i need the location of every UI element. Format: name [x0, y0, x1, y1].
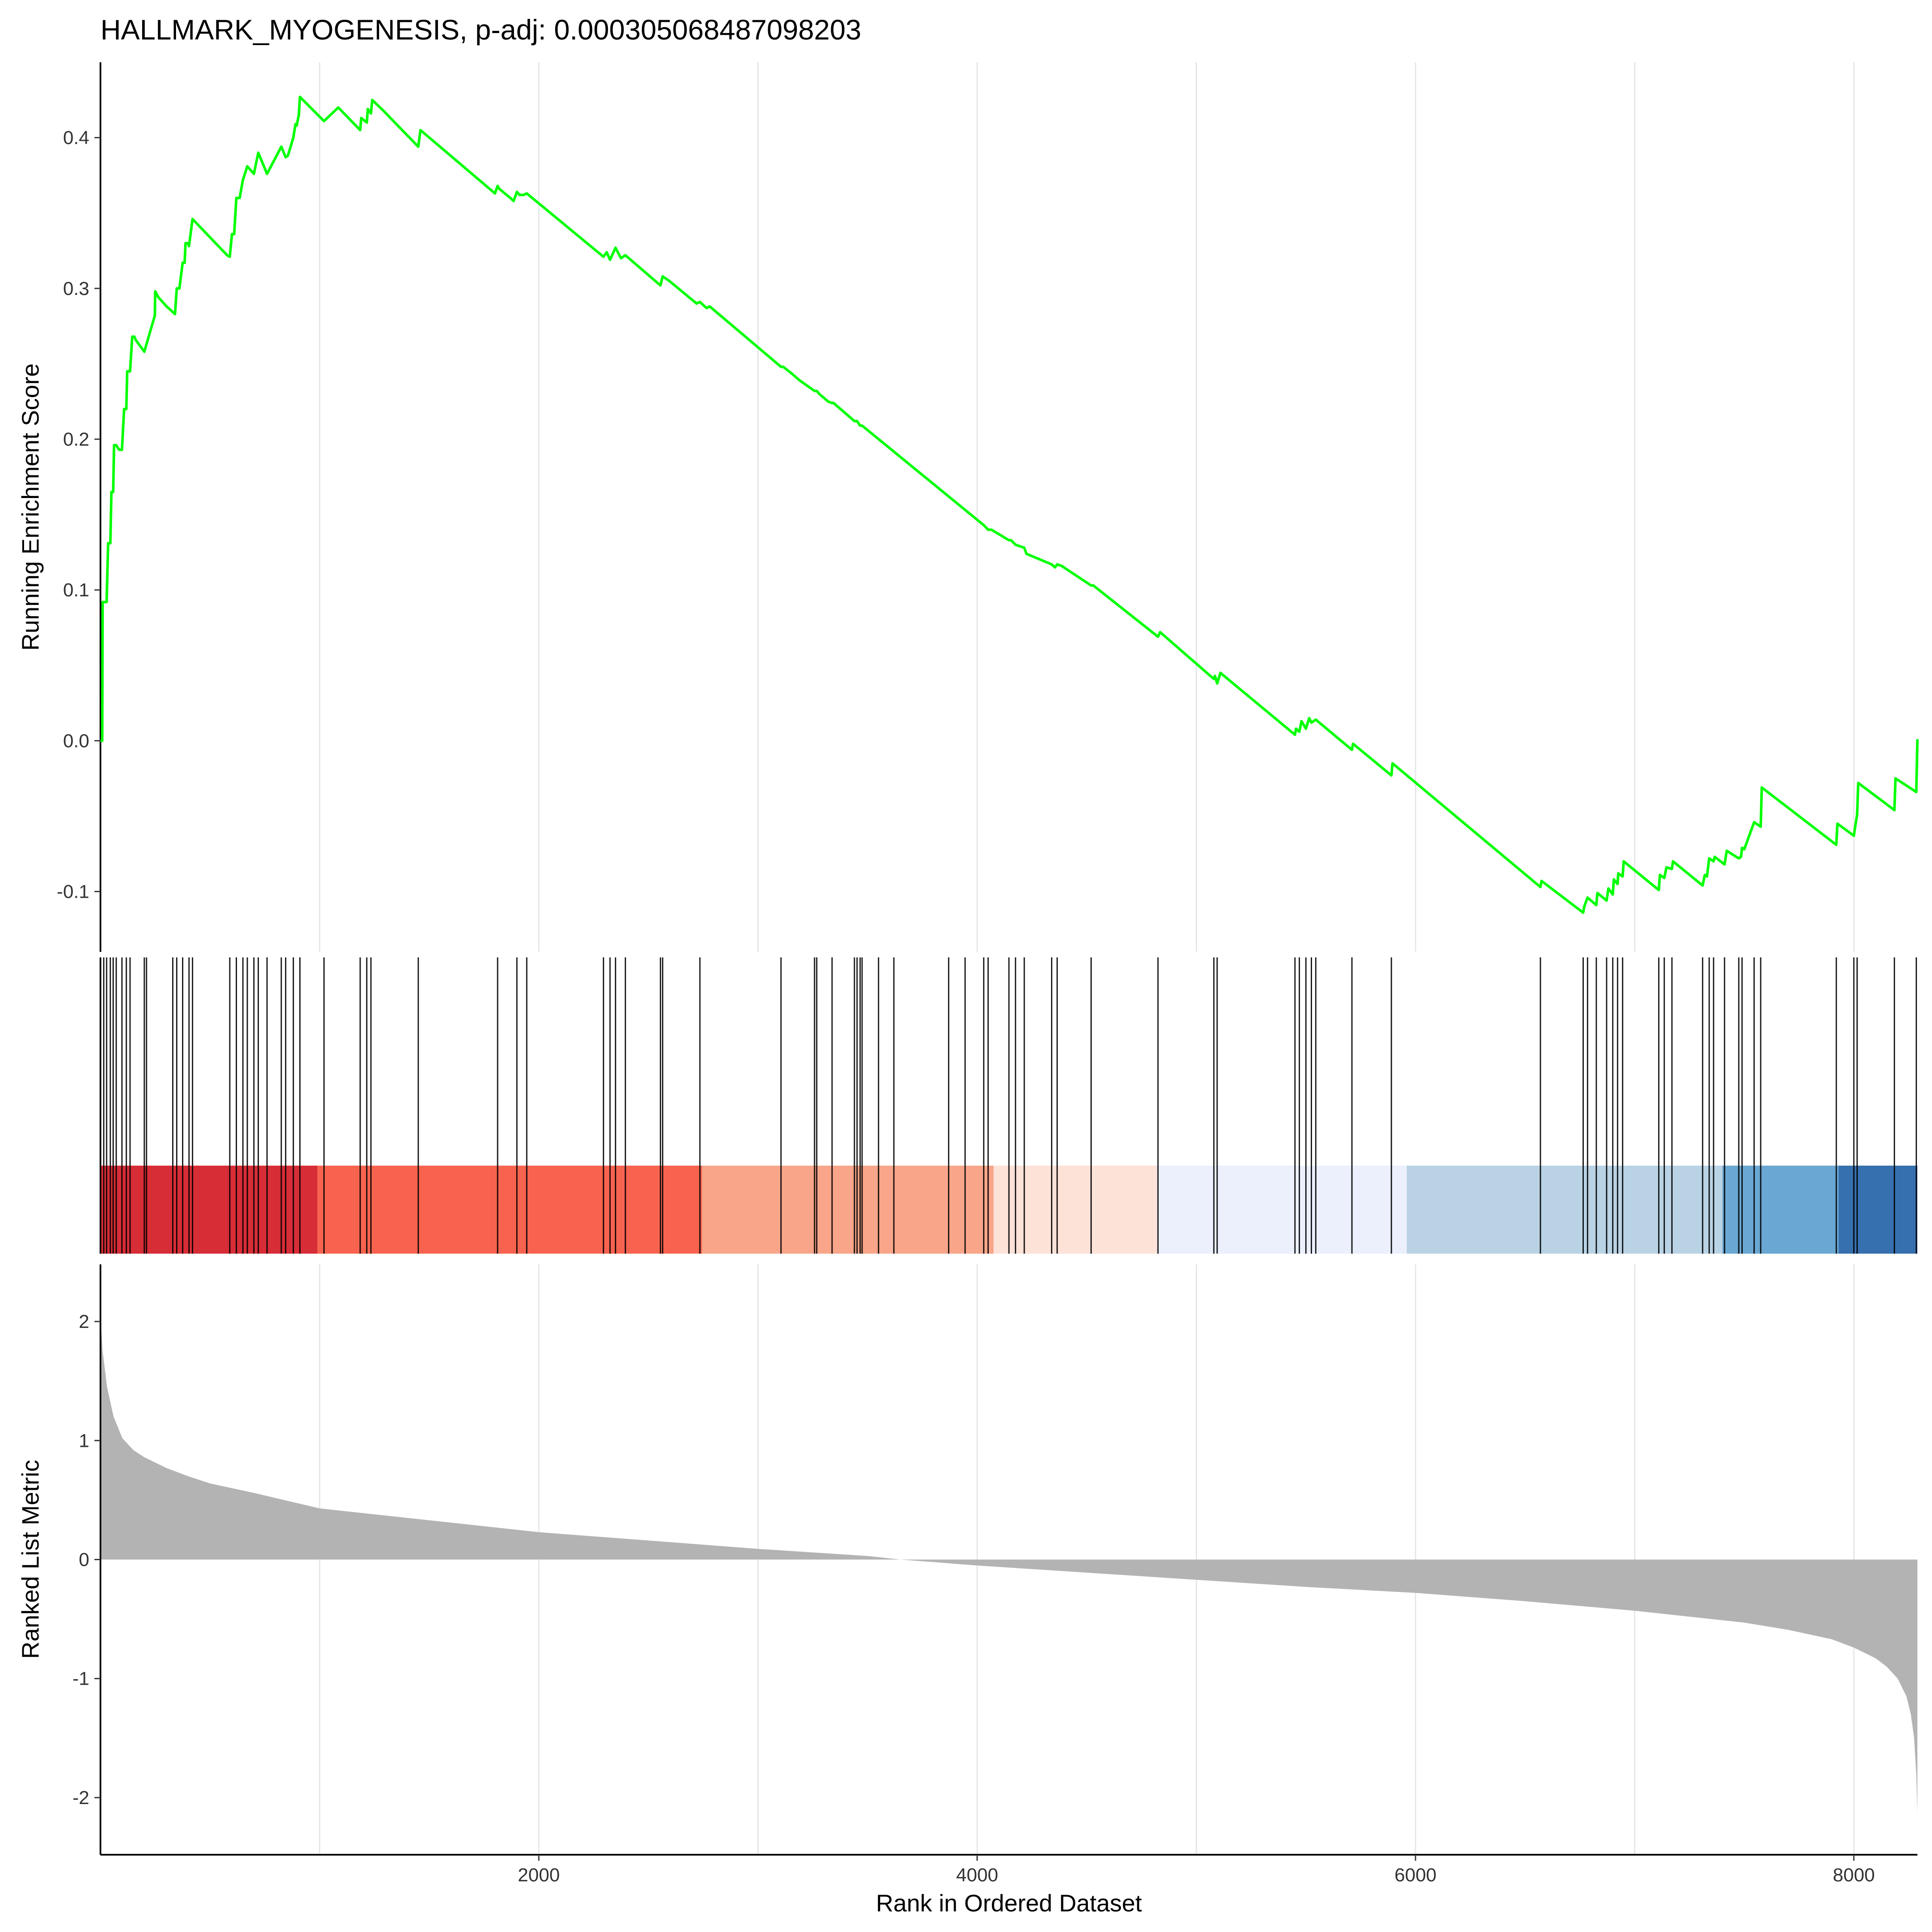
chart-title: HALLMARK_MYOGENESIS, p-adj: 0.0003050684…: [100, 14, 861, 46]
color-bar-segment: [993, 1166, 1157, 1254]
color-bar-segment: [1157, 1166, 1407, 1254]
y-tick-label: 0: [79, 1549, 89, 1571]
ranked-list-metric-area: [100, 1315, 1917, 1813]
color-bar-segment: [1838, 1166, 1917, 1254]
running-score-panel: -0.1 0.0 0.1 0.2 0.3 0.4 Running Enrichment S…: [17, 62, 1919, 952]
x-tick-label: 2000: [518, 1865, 560, 1886]
running-enrichment-score-line: [100, 95, 1919, 914]
y-tick-label: 2: [79, 1311, 89, 1332]
x-tick-label: 6000: [1394, 1865, 1437, 1886]
x-axis-label: Rank in Ordered Dataset: [876, 1889, 1142, 1917]
running-score-y-label: Running Enrichment Score: [17, 363, 44, 650]
color-bar-segment: [317, 1166, 702, 1254]
color-bar-segment: [1406, 1166, 1722, 1254]
rank-color-bar: [100, 1166, 1917, 1254]
ranked-metric-y-label: Ranked List Metric: [17, 1460, 44, 1659]
running-score-gridlines: [319, 62, 1855, 952]
gene-hit-panel: [100, 957, 1917, 1254]
y-tick-label: 0.0: [63, 730, 89, 751]
y-tick-label: -0.1: [57, 881, 89, 902]
ranked-metric-y-ticks: -2 -1 0 1 2: [73, 1311, 100, 1808]
x-axis-ticks: 2000 4000 6000 8000: [518, 1855, 1875, 1886]
y-tick-label: 0.3: [63, 278, 89, 299]
y-tick-label: -1: [73, 1668, 89, 1689]
y-tick-label: 0.1: [63, 580, 89, 601]
y-tick-label: 0.4: [63, 128, 89, 149]
y-tick-label: 1: [79, 1430, 89, 1451]
x-tick-label: 4000: [956, 1865, 998, 1886]
ranked-metric-panel: -2 -1 0 1 2 2000 4000 6000 8000 Ranked List Met…: [17, 1264, 1917, 1917]
running-score-y-ticks: -0.1 0.0 0.1 0.2 0.3 0.4: [57, 128, 100, 902]
color-bar-segment: [1722, 1166, 1839, 1254]
color-bar-segment: [100, 1166, 318, 1254]
color-bar-segment: [702, 1166, 994, 1254]
x-tick-label: 8000: [1833, 1865, 1875, 1886]
y-tick-label: -2: [73, 1787, 89, 1808]
y-tick-label: 0.2: [63, 429, 89, 450]
gene-set-hit-lines: [103, 957, 1917, 1254]
